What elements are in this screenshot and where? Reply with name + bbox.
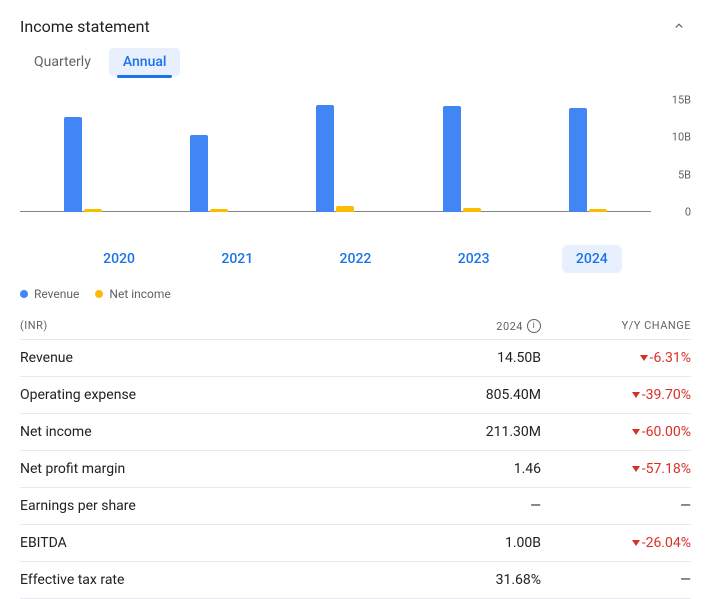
legend-dot-icon: [95, 290, 103, 298]
revenue-bar: [64, 117, 82, 212]
collapse-button[interactable]: [667, 14, 691, 38]
table-header-row: (INR) 2024 i Y/Y CHANGE: [20, 313, 691, 340]
bar-group[interactable]: [316, 105, 354, 212]
net-income-bar: [84, 209, 102, 212]
table-row[interactable]: Revenue14.50B-6.31%: [20, 340, 691, 377]
metric-value: 1.46: [391, 461, 541, 477]
metric-change: —: [541, 498, 691, 514]
revenue-bar: [316, 105, 334, 212]
year-button[interactable]: 2024: [562, 245, 622, 273]
metric-name: Earnings per share: [20, 498, 391, 514]
arrow-down-icon: [632, 392, 640, 398]
metric-name: Net profit margin: [20, 461, 391, 477]
table-row[interactable]: Earnings per share——: [20, 488, 691, 525]
arrow-down-icon: [640, 355, 648, 361]
chevron-up-icon: [672, 19, 686, 33]
arrow-down-icon: [632, 466, 640, 472]
arrow-down-icon: [632, 429, 640, 435]
net-income-bar: [463, 208, 481, 212]
metric-change: -39.70%: [541, 387, 691, 403]
bar-group[interactable]: [443, 106, 481, 213]
tab-annual[interactable]: Annual: [109, 48, 181, 76]
revenue-bar: [443, 106, 461, 213]
metric-value: 14.50B: [391, 350, 541, 366]
y-tick-label: 10B: [672, 131, 691, 144]
y-tick-label: 5B: [678, 168, 691, 181]
metric-name: Effective tax rate: [20, 572, 391, 588]
bar-group[interactable]: [190, 135, 228, 212]
metric-value: 1.00B: [391, 535, 541, 551]
chart-bars: [20, 92, 651, 212]
info-icon[interactable]: i: [527, 319, 541, 333]
revenue-bar: [569, 108, 587, 212]
metric-value: 805.40M: [391, 387, 541, 403]
table-header-value: 2024 i: [391, 319, 541, 333]
metric-name: Net income: [20, 424, 391, 440]
table-header-currency: (INR): [20, 319, 391, 333]
metric-name: EBITDA: [20, 535, 391, 551]
revenue-bar: [190, 135, 208, 212]
legend-label: Net income: [109, 287, 170, 301]
legend-label: Revenue: [34, 287, 79, 301]
table-row[interactable]: EBITDA1.00B-26.04%: [20, 525, 691, 562]
chart-plot-area: [20, 92, 651, 227]
metric-change: —: [541, 572, 691, 588]
table-body: Revenue14.50B-6.31%Operating expense805.…: [20, 340, 691, 599]
net-income-bar: [589, 209, 607, 212]
metric-change: -26.04%: [541, 535, 691, 551]
legend-dot-icon: [20, 290, 28, 298]
period-tabs: Quarterly Annual: [20, 48, 691, 88]
metric-change: -60.00%: [541, 424, 691, 440]
panel-header: Income statement: [20, 8, 691, 48]
legend-item: Revenue: [20, 287, 79, 301]
metric-change: -6.31%: [541, 350, 691, 366]
y-tick-label: 0: [685, 206, 691, 219]
year-button[interactable]: 2020: [89, 245, 149, 273]
chart-y-axis: 0 5B 10B 15B: [651, 92, 691, 227]
year-button[interactable]: 2022: [326, 245, 386, 273]
panel-title: Income statement: [20, 17, 150, 36]
tab-quarterly[interactable]: Quarterly: [20, 48, 105, 76]
table-header-change: Y/Y CHANGE: [541, 319, 691, 333]
metric-change: -57.18%: [541, 461, 691, 477]
metric-value: 211.30M: [391, 424, 541, 440]
year-button[interactable]: 2023: [444, 245, 504, 273]
bar-group[interactable]: [64, 117, 102, 212]
income-statement-panel: Income statement Quarterly Annual 0 5B 10B…: [0, 0, 711, 599]
table-row[interactable]: Operating expense805.40M-39.70%: [20, 377, 691, 414]
chart-legend: Revenue Net income: [20, 283, 691, 313]
net-income-bar: [210, 209, 228, 212]
net-income-bar: [336, 206, 354, 212]
metric-value: 31.68%: [391, 572, 541, 588]
bar-group[interactable]: [569, 108, 607, 212]
table-row[interactable]: Effective tax rate31.68%—: [20, 562, 691, 599]
year-selector: 2020 2021 2022 2023 2024: [20, 245, 651, 283]
metric-name: Revenue: [20, 350, 391, 366]
metric-value: —: [391, 498, 541, 514]
table-row[interactable]: Net income211.30M-60.00%: [20, 414, 691, 451]
table-row[interactable]: Net profit margin1.46-57.18%: [20, 451, 691, 488]
metric-name: Operating expense: [20, 387, 391, 403]
year-button[interactable]: 2021: [207, 245, 267, 273]
bar-chart: 0 5B 10B 15B: [20, 92, 691, 227]
legend-item: Net income: [95, 287, 170, 301]
y-tick-label: 15B: [672, 93, 691, 106]
arrow-down-icon: [632, 540, 640, 546]
